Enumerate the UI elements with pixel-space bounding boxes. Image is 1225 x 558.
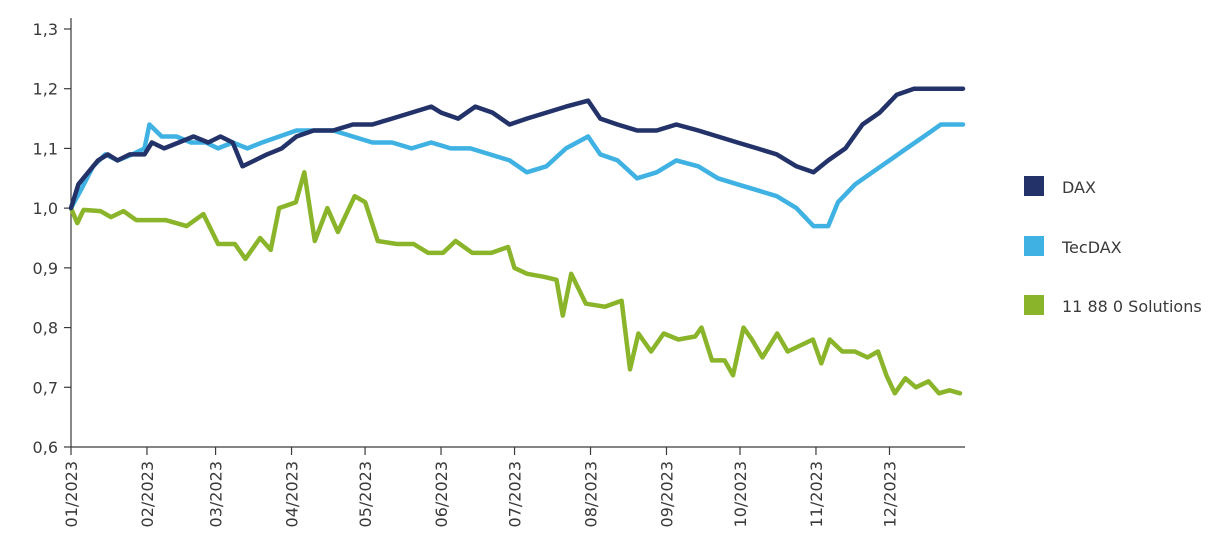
y-tick-label: 0,8 bbox=[33, 319, 58, 338]
x-tick-label: 12/2023 bbox=[880, 461, 899, 527]
legend-swatch bbox=[1024, 176, 1044, 196]
x-tick-label: 06/2023 bbox=[432, 461, 451, 527]
x-tick-label: 10/2023 bbox=[731, 461, 750, 527]
y-tick-label: 1,2 bbox=[33, 80, 58, 99]
x-tick-label: 09/2023 bbox=[657, 461, 676, 527]
y-tick-label: 0,9 bbox=[33, 259, 58, 278]
x-tick-label: 01/2023 bbox=[62, 461, 81, 527]
x-tick-label: 08/2023 bbox=[582, 461, 601, 527]
y-tick-label: 1,0 bbox=[33, 199, 58, 218]
axes: 0,6 0,7 0,8 0,9 1,0 1,1 1,2 1,3 01/2023 02/2023 03… bbox=[33, 18, 965, 527]
x-tick-label: 07/2023 bbox=[506, 461, 525, 527]
series-line-1 bbox=[71, 89, 963, 208]
y-tick-label: 1,1 bbox=[33, 139, 58, 158]
series-layer bbox=[71, 89, 963, 394]
legend-swatch bbox=[1024, 236, 1044, 256]
x-tick-label: 05/2023 bbox=[356, 461, 375, 527]
y-tick-label: 0,6 bbox=[33, 438, 58, 457]
y-tick-label: 1,3 bbox=[33, 20, 58, 39]
x-tick-label: 02/2023 bbox=[138, 461, 157, 527]
legend-label: TecDAX bbox=[1061, 238, 1122, 257]
legend-label: 11 88 0 Solutions bbox=[1062, 297, 1202, 316]
series-line-3 bbox=[71, 172, 960, 393]
legend: DAX TecDAX 11 88 0 Solutions bbox=[1024, 176, 1202, 316]
x-tick-label: 03/2023 bbox=[207, 461, 226, 527]
x-tick-label: 11/2023 bbox=[807, 461, 826, 527]
y-tick-label: 0,7 bbox=[33, 378, 58, 397]
legend-label: DAX bbox=[1062, 178, 1096, 197]
legend-swatch bbox=[1024, 295, 1044, 315]
x-tick-label: 04/2023 bbox=[283, 461, 302, 527]
